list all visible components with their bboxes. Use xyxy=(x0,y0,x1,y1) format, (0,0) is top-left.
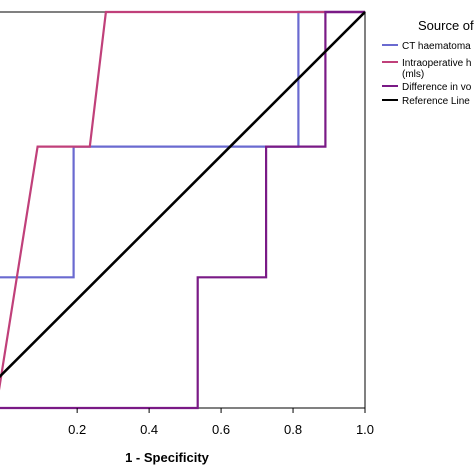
x-tick-label: 0.6 xyxy=(212,422,230,437)
legend-label: Reference Line xyxy=(402,96,470,107)
legend: Source of CT haematoma Intraoperative h(ml… xyxy=(382,18,474,107)
x-axis-title: 1 - Specificity xyxy=(125,450,210,465)
series-line-3 xyxy=(0,10,365,410)
legend-title: Source of xyxy=(418,18,474,33)
legend-label: (mls) xyxy=(402,69,424,80)
series-line-4 xyxy=(0,11,366,379)
x-axis: 0.2 0.4 0.6 0.8 1.0 xyxy=(68,408,374,437)
plot-area xyxy=(0,10,366,410)
legend-label: Difference in vo xyxy=(402,82,472,93)
plot-frame xyxy=(0,11,366,409)
series-line-2 xyxy=(0,10,365,391)
x-tick-label: 0.4 xyxy=(140,422,158,437)
legend-label: Intraoperative h xyxy=(402,58,472,69)
x-tick-label: 0.2 xyxy=(68,422,86,437)
x-tick-label: 0.8 xyxy=(284,422,302,437)
x-tick-label: 1.0 xyxy=(356,422,374,437)
legend-label: CT haematoma xyxy=(402,41,471,52)
